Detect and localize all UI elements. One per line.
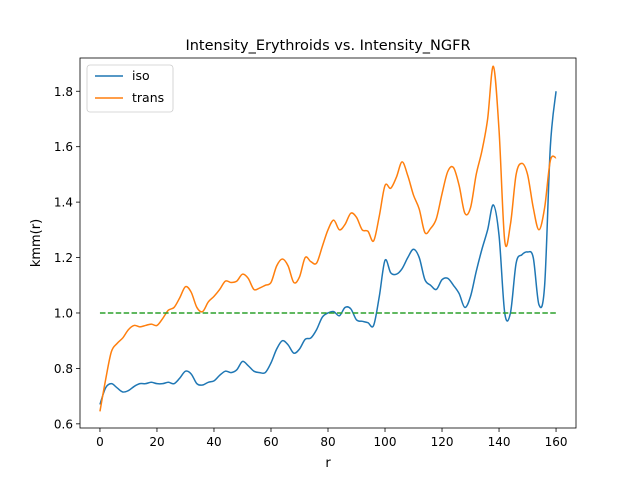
- legend: iso trans: [86, 64, 174, 113]
- x-axis-label: r: [325, 456, 331, 471]
- x-tick-label: 0: [96, 435, 104, 449]
- x-axis: 0 20 40 60 80 100 120 140 160: [96, 428, 567, 449]
- y-tick-label: 0.6: [54, 417, 73, 431]
- y-tick-label: 1.0: [54, 306, 73, 320]
- y-tick-label: 1.2: [54, 251, 73, 265]
- y-tick-label: 0.8: [54, 362, 73, 376]
- y-axis-label: kmm(r): [29, 219, 44, 267]
- legend-label-iso: iso: [132, 68, 150, 83]
- series-line-trans: [99, 65, 557, 412]
- x-tick-label: 80: [320, 435, 335, 449]
- x-tick-label: 60: [263, 435, 278, 449]
- chart-title: Intensity_Erythroids vs. Intensity_NGFR: [185, 38, 470, 54]
- y-axis: 0.6 0.8 1.0 1.2 1.4 1.6 1.8: [54, 85, 80, 431]
- x-tick-label: 20: [149, 435, 164, 449]
- x-tick-label: 160: [545, 435, 568, 449]
- y-tick-label: 1.4: [54, 196, 73, 210]
- x-tick-label: 120: [431, 435, 454, 449]
- legend-label-trans: trans: [132, 90, 164, 105]
- plot-area: [99, 65, 557, 412]
- y-tick-label: 1.8: [54, 85, 73, 99]
- x-tick-label: 140: [488, 435, 511, 449]
- x-tick-label: 100: [374, 435, 397, 449]
- x-tick-label: 40: [206, 435, 221, 449]
- y-tick-label: 1.6: [54, 140, 73, 154]
